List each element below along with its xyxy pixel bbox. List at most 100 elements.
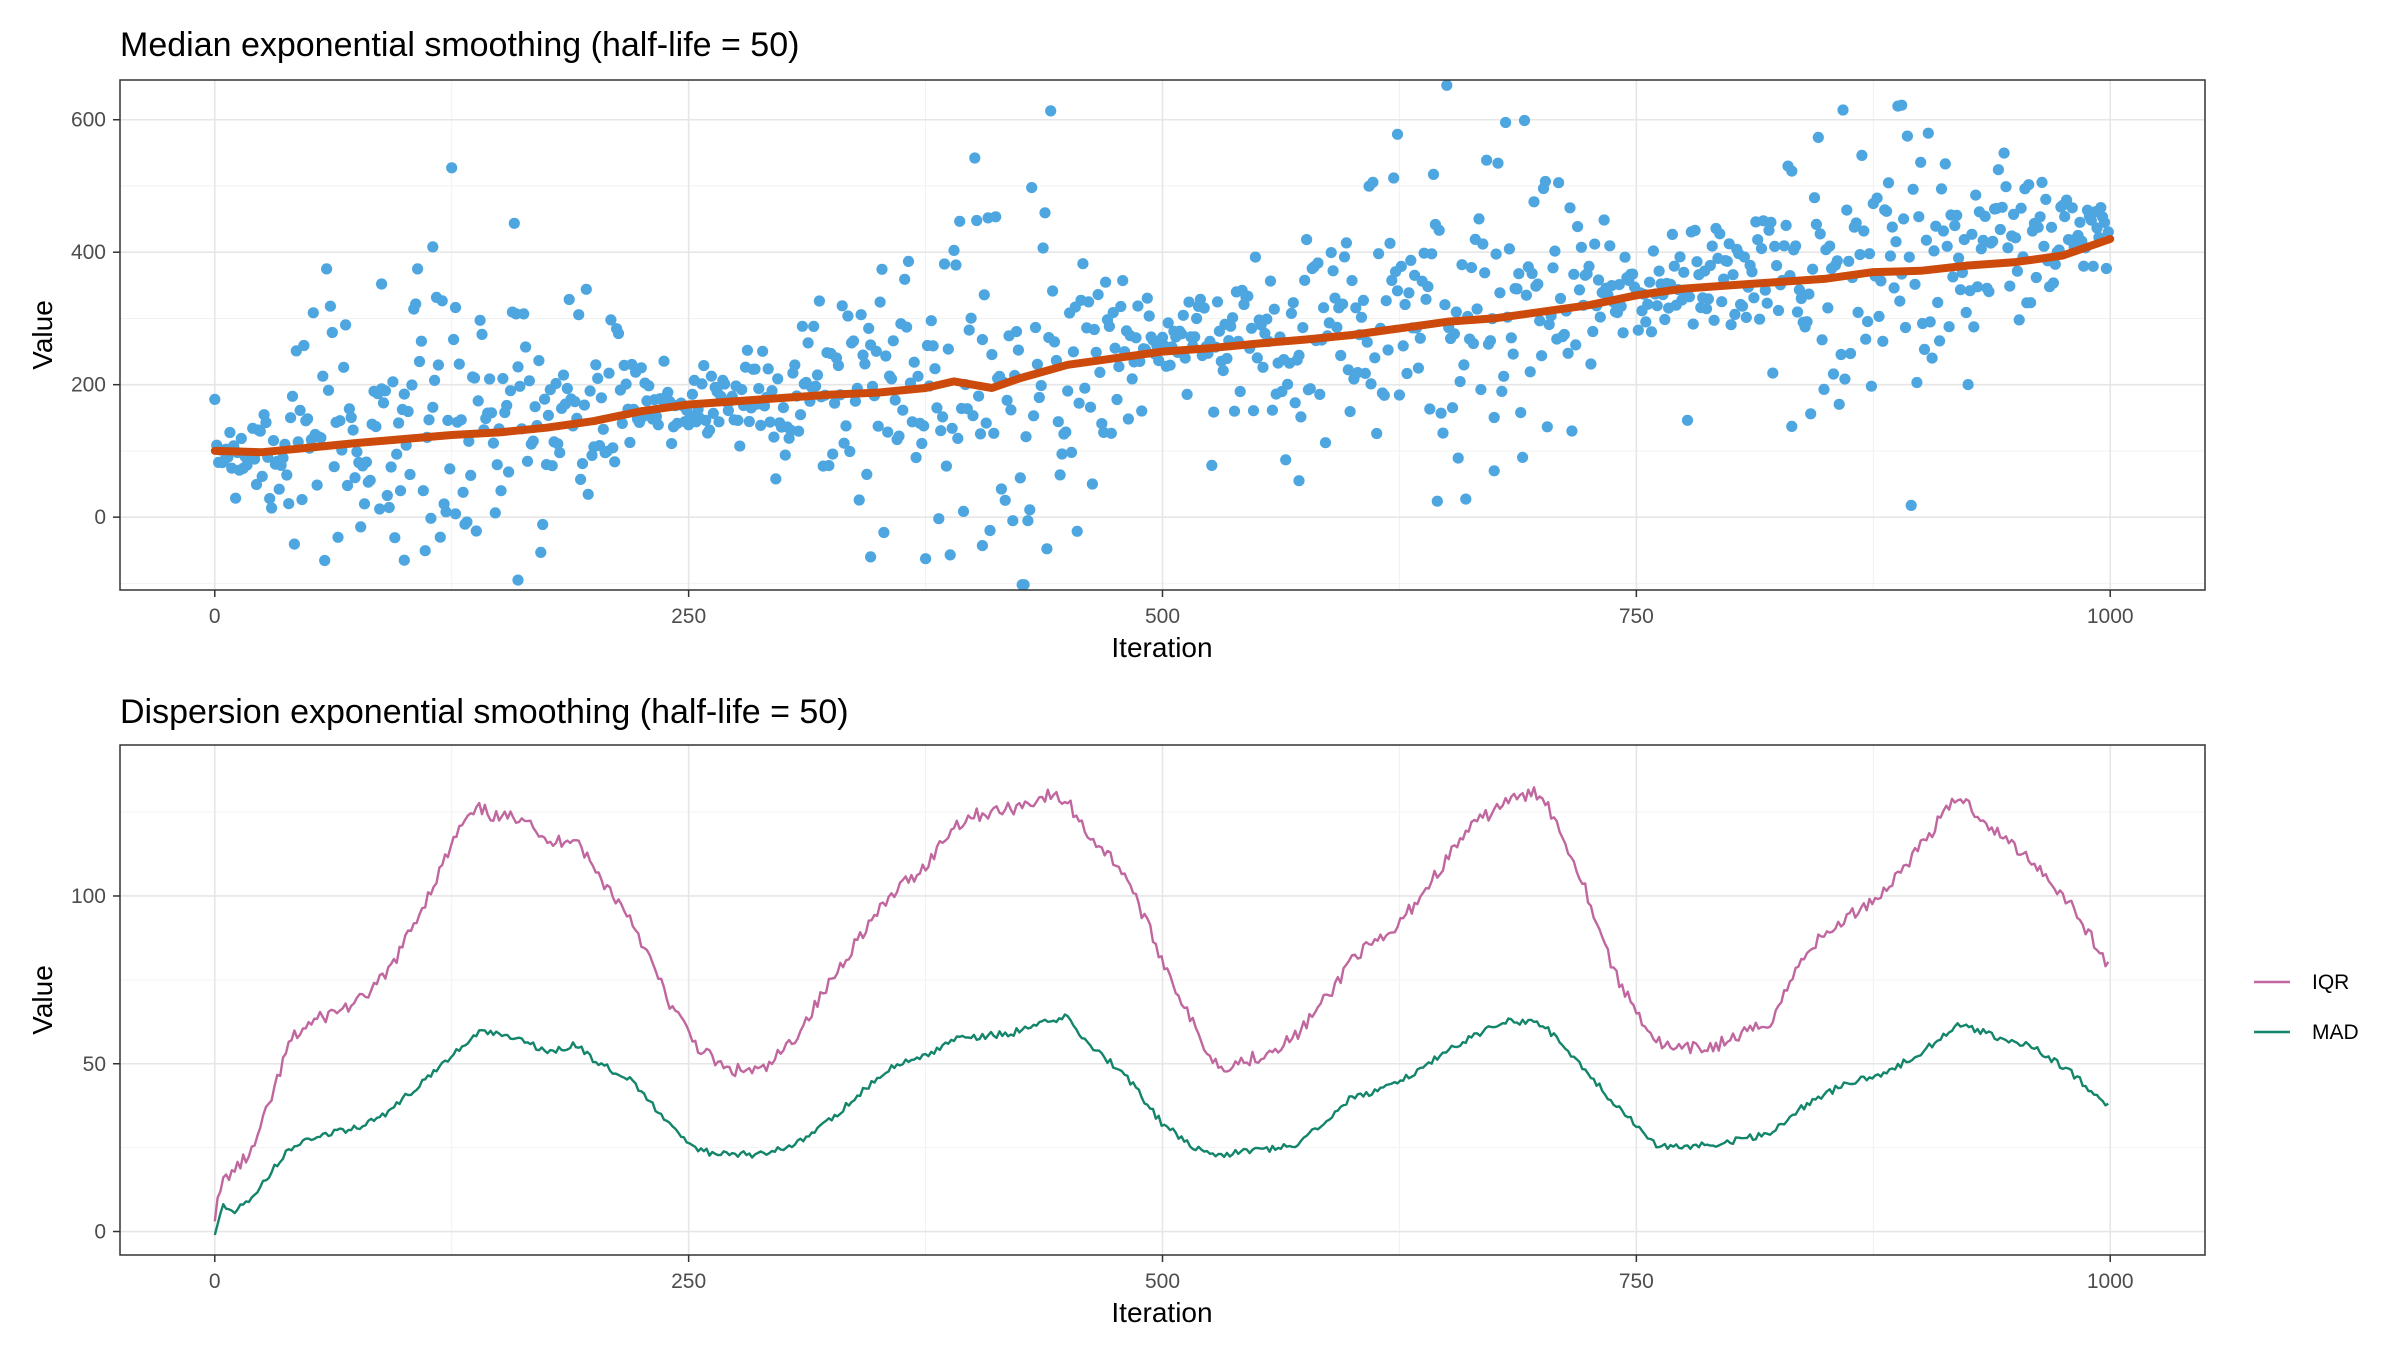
- data-point: [1786, 165, 1798, 177]
- data-point: [1264, 275, 1277, 287]
- data-point: [686, 388, 699, 400]
- data-point: [379, 385, 391, 397]
- data-point: [635, 362, 647, 374]
- data-point: [1824, 240, 1836, 252]
- data-point: [1454, 376, 1466, 388]
- data-point: [1882, 177, 1895, 189]
- data-point: [449, 508, 462, 520]
- data-point: [1998, 147, 2010, 159]
- data-point: [440, 506, 452, 518]
- data-point: [971, 214, 983, 227]
- data-point: [1901, 130, 1913, 142]
- dispersion-chart-y-axis-title: Value: [27, 965, 58, 1035]
- data-point: [1839, 373, 1851, 385]
- data-point: [609, 456, 621, 468]
- data-point: [876, 263, 888, 275]
- data-point: [1357, 294, 1369, 306]
- data-point: [918, 420, 930, 432]
- data-point: [1225, 320, 1237, 332]
- data-point: [1386, 274, 1398, 286]
- data-point: [1875, 275, 1887, 287]
- data-point: [1301, 234, 1313, 246]
- data-point: [1031, 358, 1043, 370]
- data-point: [929, 363, 941, 375]
- data-point: [764, 416, 776, 428]
- data-point: [281, 469, 293, 481]
- data-point: [1024, 504, 1036, 516]
- data-point: [1549, 245, 1561, 257]
- data-point: [980, 417, 992, 429]
- data-point: [940, 460, 953, 472]
- data-point: [1208, 406, 1220, 418]
- data-point: [1918, 343, 1931, 355]
- data-point: [578, 399, 591, 411]
- data-point: [1831, 255, 1843, 267]
- data-point: [1029, 321, 1042, 334]
- data-point: [1691, 256, 1703, 268]
- data-point: [501, 399, 513, 412]
- data-point: [1899, 321, 1912, 334]
- data-point: [1039, 207, 1051, 219]
- data-point: [1674, 251, 1686, 263]
- legend-item-iqr: IQR: [2254, 971, 2349, 994]
- data-point: [463, 435, 475, 447]
- data-point: [849, 395, 862, 407]
- data-point: [1162, 317, 1174, 329]
- data-point: [391, 448, 403, 460]
- data-point: [857, 349, 869, 361]
- data-point: [383, 501, 395, 514]
- data-point: [612, 327, 625, 340]
- data-point: [976, 334, 989, 346]
- data-point: [770, 473, 782, 485]
- dispersion-chart-x-tick-label: 250: [671, 1270, 706, 1293]
- data-point: [1613, 279, 1625, 291]
- data-point: [1143, 310, 1155, 322]
- median-chart-x-tick-label: 750: [1619, 605, 1654, 628]
- data-point: [1704, 259, 1716, 272]
- data-point: [1251, 352, 1263, 364]
- data-point: [468, 372, 481, 384]
- data-point: [404, 468, 416, 481]
- data-point: [1001, 394, 1013, 406]
- data-point: [394, 485, 407, 497]
- data-point: [1498, 370, 1510, 382]
- data-point: [696, 378, 708, 390]
- data-point: [1136, 405, 1148, 417]
- data-point: [999, 494, 1011, 506]
- data-point: [990, 211, 1002, 223]
- data-point: [603, 367, 615, 379]
- data-point: [1791, 306, 1804, 318]
- data-point: [260, 416, 272, 429]
- data-point: [1772, 304, 1785, 317]
- data-point: [1507, 348, 1519, 360]
- data-point: [398, 388, 410, 400]
- data-point: [381, 489, 393, 502]
- data-point: [1841, 204, 1853, 216]
- data-point: [1558, 328, 1570, 341]
- data-point: [1954, 284, 1967, 296]
- data-point: [1689, 224, 1701, 236]
- dispersion-chart-grid: [120, 745, 2205, 1255]
- dispersion-chart-ticks: 0 250 500 750 1000 0 50 100: [71, 885, 2134, 1293]
- data-point: [1020, 431, 1032, 443]
- data-point: [285, 412, 297, 424]
- data-point: [1592, 274, 1605, 286]
- data-point: [2015, 202, 2027, 214]
- data-point: [963, 324, 975, 336]
- data-point: [1573, 284, 1586, 296]
- data-point: [1975, 243, 1987, 255]
- data-point: [1041, 543, 1053, 555]
- data-point: [1355, 311, 1368, 323]
- data-point: [1932, 296, 1944, 309]
- data-point: [417, 485, 429, 497]
- dispersion-chart-title: Dispersion exponential smoothing (half-l…: [120, 693, 849, 731]
- data-point: [952, 432, 964, 444]
- median-chart-y-axis-title: Value: [27, 300, 58, 370]
- data-point: [1435, 407, 1447, 419]
- median-chart-x-tick-label: 500: [1145, 605, 1180, 628]
- data-point: [442, 414, 454, 426]
- data-point: [412, 263, 424, 275]
- data-point: [789, 359, 801, 371]
- data-point: [1803, 288, 1815, 300]
- data-point: [413, 355, 426, 368]
